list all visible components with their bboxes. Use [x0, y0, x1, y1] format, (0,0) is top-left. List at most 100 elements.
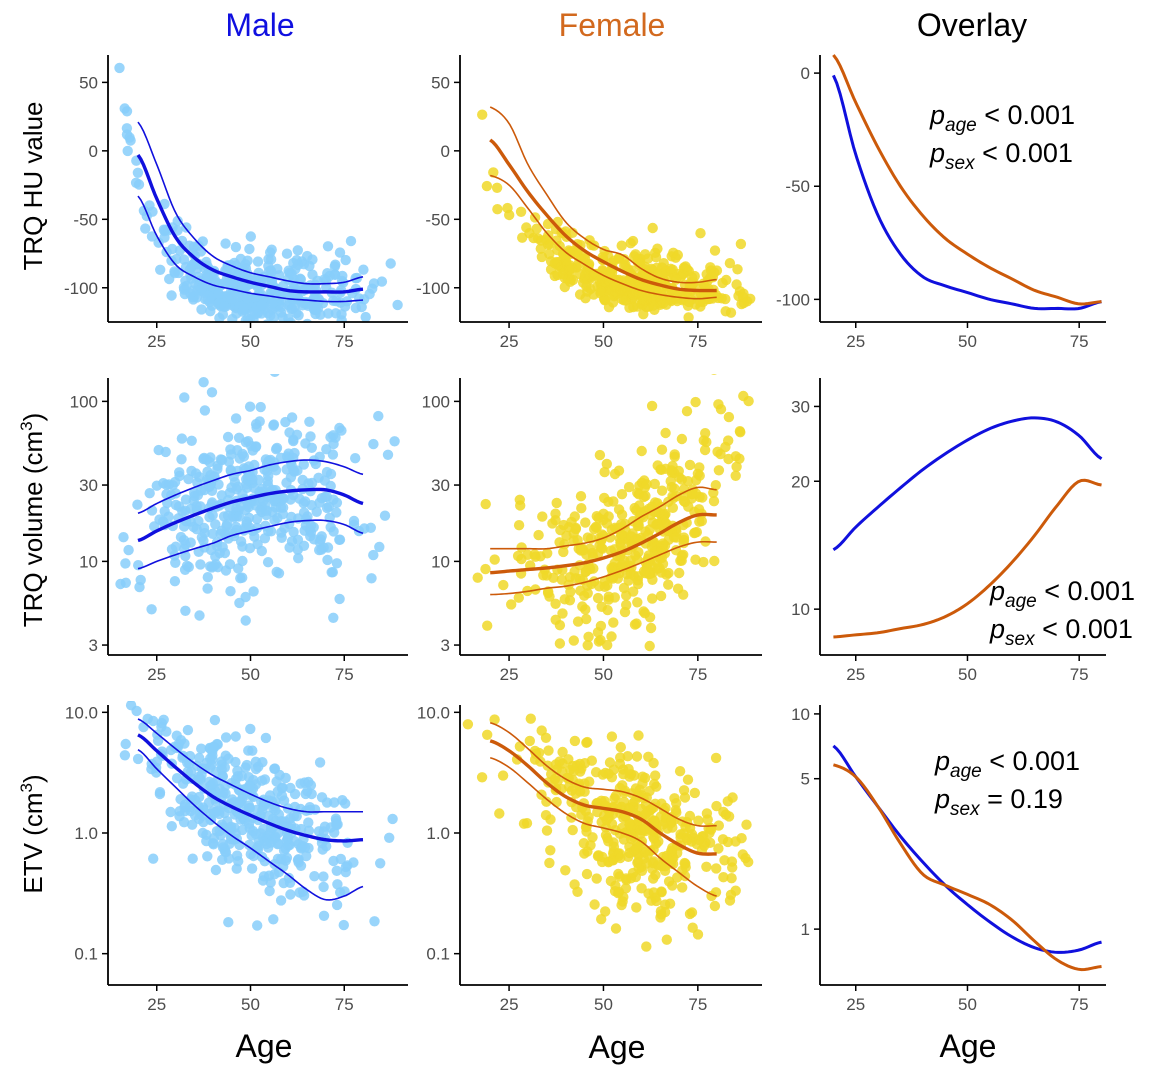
data-point [581, 826, 592, 837]
x-tick-label: 50 [958, 332, 977, 351]
data-point [572, 535, 583, 546]
data-point [541, 796, 552, 807]
data-point [297, 886, 309, 897]
panel-r0c1: 25 50 75 50 0 -50 -100 [416, 55, 762, 351]
data-point [182, 724, 194, 736]
data-point [726, 856, 738, 867]
data-point [492, 204, 503, 215]
data-point [280, 416, 291, 428]
data-point [327, 567, 338, 578]
data-point [544, 857, 555, 869]
data-point [322, 554, 333, 566]
x-tick-label: 75 [688, 665, 707, 684]
data-point [581, 868, 593, 880]
data-point [340, 254, 351, 266]
data-point [328, 430, 339, 441]
data-point [161, 726, 172, 737]
data-point [649, 815, 660, 826]
data-point [730, 470, 741, 481]
data-point [689, 787, 700, 799]
data-point [663, 579, 674, 590]
data-point [737, 291, 749, 303]
fit-line [137, 733, 364, 843]
data-point [263, 260, 274, 272]
data-point [641, 479, 652, 490]
data-point [564, 595, 576, 606]
data-point [671, 532, 682, 543]
data-point [130, 177, 142, 188]
data-point [337, 795, 348, 806]
data-point [305, 527, 317, 538]
data-point [549, 258, 560, 269]
data-point [225, 586, 236, 597]
data-point [666, 845, 677, 857]
ci-upper-line [137, 121, 364, 285]
data-point [176, 433, 188, 444]
x-tick-label: 25 [500, 332, 519, 351]
data-point [221, 518, 233, 530]
data-point [738, 390, 749, 402]
data-point [178, 817, 190, 828]
data-point [184, 264, 196, 275]
data-point [669, 449, 680, 460]
data-point [633, 730, 644, 741]
series-line-male [832, 416, 1103, 551]
data-point [201, 835, 212, 847]
data-point [223, 753, 234, 764]
data-point [582, 532, 593, 543]
data-point [665, 476, 676, 487]
data-point [217, 541, 228, 553]
plot-area-r1c1 [472, 374, 754, 652]
data-point [645, 622, 657, 634]
data-point [175, 794, 186, 805]
data-point [694, 516, 705, 527]
x-tick-label: 75 [335, 332, 354, 351]
data-point [599, 466, 610, 478]
data-point [374, 541, 385, 553]
data-point [191, 524, 202, 535]
data-point [545, 814, 556, 825]
data-point [375, 858, 386, 869]
data-point [596, 601, 607, 612]
data-point [616, 489, 628, 500]
data-point [699, 280, 710, 292]
data-point [581, 613, 592, 625]
data-point [263, 810, 274, 821]
data-point [686, 489, 697, 500]
data-point [306, 442, 317, 453]
data-point [285, 494, 296, 505]
data-point [598, 810, 610, 821]
x-tick-label: 25 [500, 665, 519, 684]
data-point [253, 267, 264, 278]
data-point [709, 245, 721, 256]
plot-area-r2c2 [832, 744, 1102, 972]
data-point [322, 241, 334, 252]
data-point [606, 731, 618, 742]
data-point [321, 444, 332, 455]
data-point [220, 238, 231, 249]
data-point [673, 465, 684, 477]
data-point [541, 825, 553, 836]
data-point [634, 500, 645, 511]
data-point [240, 315, 251, 322]
data-point [129, 662, 139, 672]
data-point [637, 771, 648, 782]
data-point [338, 919, 349, 931]
data-point [373, 410, 384, 422]
data-point [215, 528, 226, 539]
data-point [666, 815, 677, 826]
row-label-etv-sup: 3 [17, 783, 36, 792]
data-point [489, 714, 500, 725]
data-point [605, 875, 617, 887]
data-point [647, 517, 658, 528]
data-point [323, 308, 334, 319]
data-point [258, 495, 269, 506]
data-point [608, 617, 619, 628]
data-point [640, 268, 652, 279]
data-point [589, 899, 600, 910]
data-point [323, 501, 334, 512]
data-point [230, 731, 241, 742]
data-point [233, 432, 245, 443]
row-label-volume-sup: 3 [17, 421, 36, 430]
data-point [183, 561, 194, 573]
